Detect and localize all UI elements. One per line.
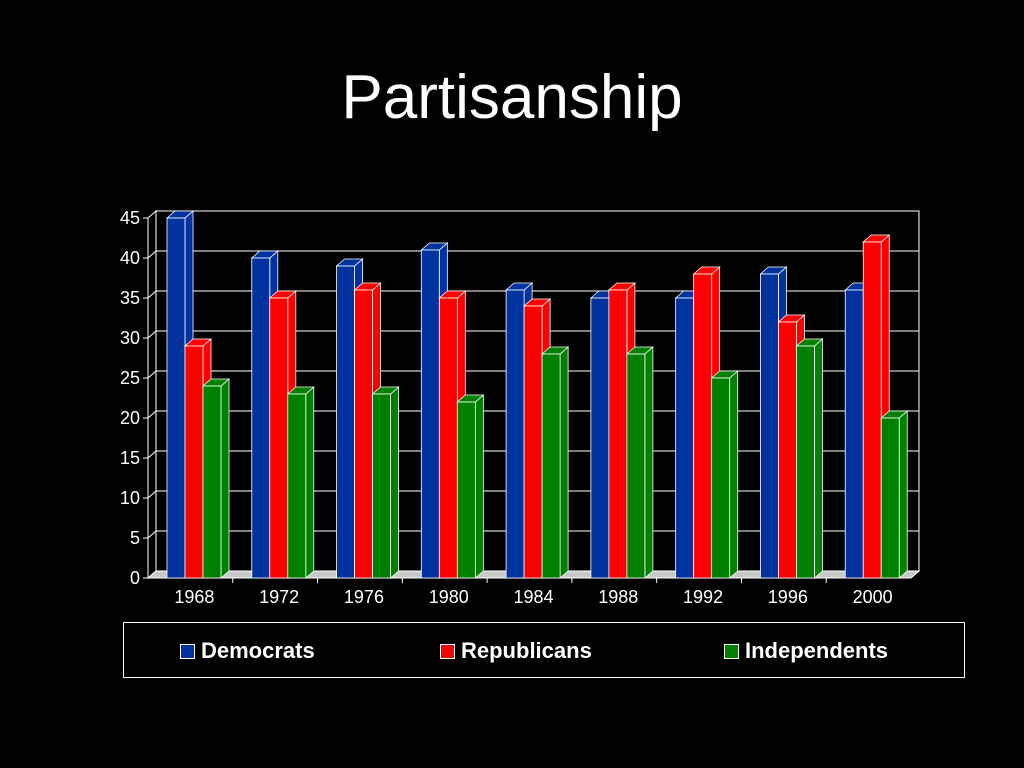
y-tick-label: 40 xyxy=(120,248,140,268)
gridlines xyxy=(147,250,919,539)
gridline xyxy=(147,330,919,339)
legend-swatch-independents xyxy=(724,643,739,659)
x-tick-label-1976: 1976 xyxy=(344,587,384,607)
legend-label-democrats: Democrats xyxy=(201,638,315,663)
gridline xyxy=(147,410,919,419)
gridline xyxy=(147,490,919,499)
legend-swatch-democrats xyxy=(180,643,195,659)
x-tick-label-1972: 1972 xyxy=(259,587,299,607)
bar-independents-1984 xyxy=(541,346,570,579)
x-tick-label-1980: 1980 xyxy=(429,587,469,607)
gridline xyxy=(147,530,919,539)
legend-label-independents: Independents xyxy=(745,638,889,663)
y-tick-label: 5 xyxy=(130,528,140,548)
gridline xyxy=(147,450,919,459)
legend-item-independents: Independents xyxy=(724,638,888,664)
bar-independents-2000 xyxy=(880,410,909,579)
y-axis-ticks: 0 5 10 15 20 25 30 35 40 45 xyxy=(120,208,148,588)
y-tick-label: 10 xyxy=(120,488,140,508)
y-tick-label: 30 xyxy=(120,328,140,348)
y-tick-label: 35 xyxy=(120,288,140,308)
bar-independents-1992 xyxy=(710,370,739,579)
y-tick-label: 20 xyxy=(120,408,140,428)
x-tick-label-1984: 1984 xyxy=(513,587,553,607)
gridline xyxy=(147,250,919,259)
gridline xyxy=(147,370,919,379)
legend: Democrats Republicans Independents xyxy=(123,622,965,678)
gridline xyxy=(147,290,919,299)
bar-independents-1980 xyxy=(456,394,485,579)
bar-independents-1996 xyxy=(795,338,824,579)
legend-item-democrats: Democrats xyxy=(180,638,315,664)
bar-independents-1972 xyxy=(286,386,315,579)
legend-swatch-republicans xyxy=(440,643,455,659)
x-tick-label-2000: 2000 xyxy=(853,587,893,607)
x-tick-label-1988: 1988 xyxy=(598,587,638,607)
bar-independents-1976 xyxy=(371,386,400,579)
x-axis-ticks: 1968 1972 1976 1980 1984 1988 1992 1996 2000 xyxy=(174,578,893,607)
bar-independents-1968 xyxy=(201,378,231,579)
legend-label-republicans: Republicans xyxy=(461,638,592,663)
bar-independents-1988 xyxy=(625,346,654,579)
x-tick-label-1968: 1968 xyxy=(174,587,214,607)
bars xyxy=(165,210,909,579)
y-tick-label: 45 xyxy=(120,208,140,228)
x-tick-label-1996: 1996 xyxy=(768,587,808,607)
plot-side-wall xyxy=(147,209,157,580)
y-tick-label: 0 xyxy=(130,568,140,588)
x-tick-label-1992: 1992 xyxy=(683,587,723,607)
y-tick-label: 25 xyxy=(120,368,140,388)
y-tick-label: 15 xyxy=(120,448,140,468)
legend-item-republicans: Republicans xyxy=(440,638,592,664)
slide-title: Partisanship xyxy=(341,63,683,132)
